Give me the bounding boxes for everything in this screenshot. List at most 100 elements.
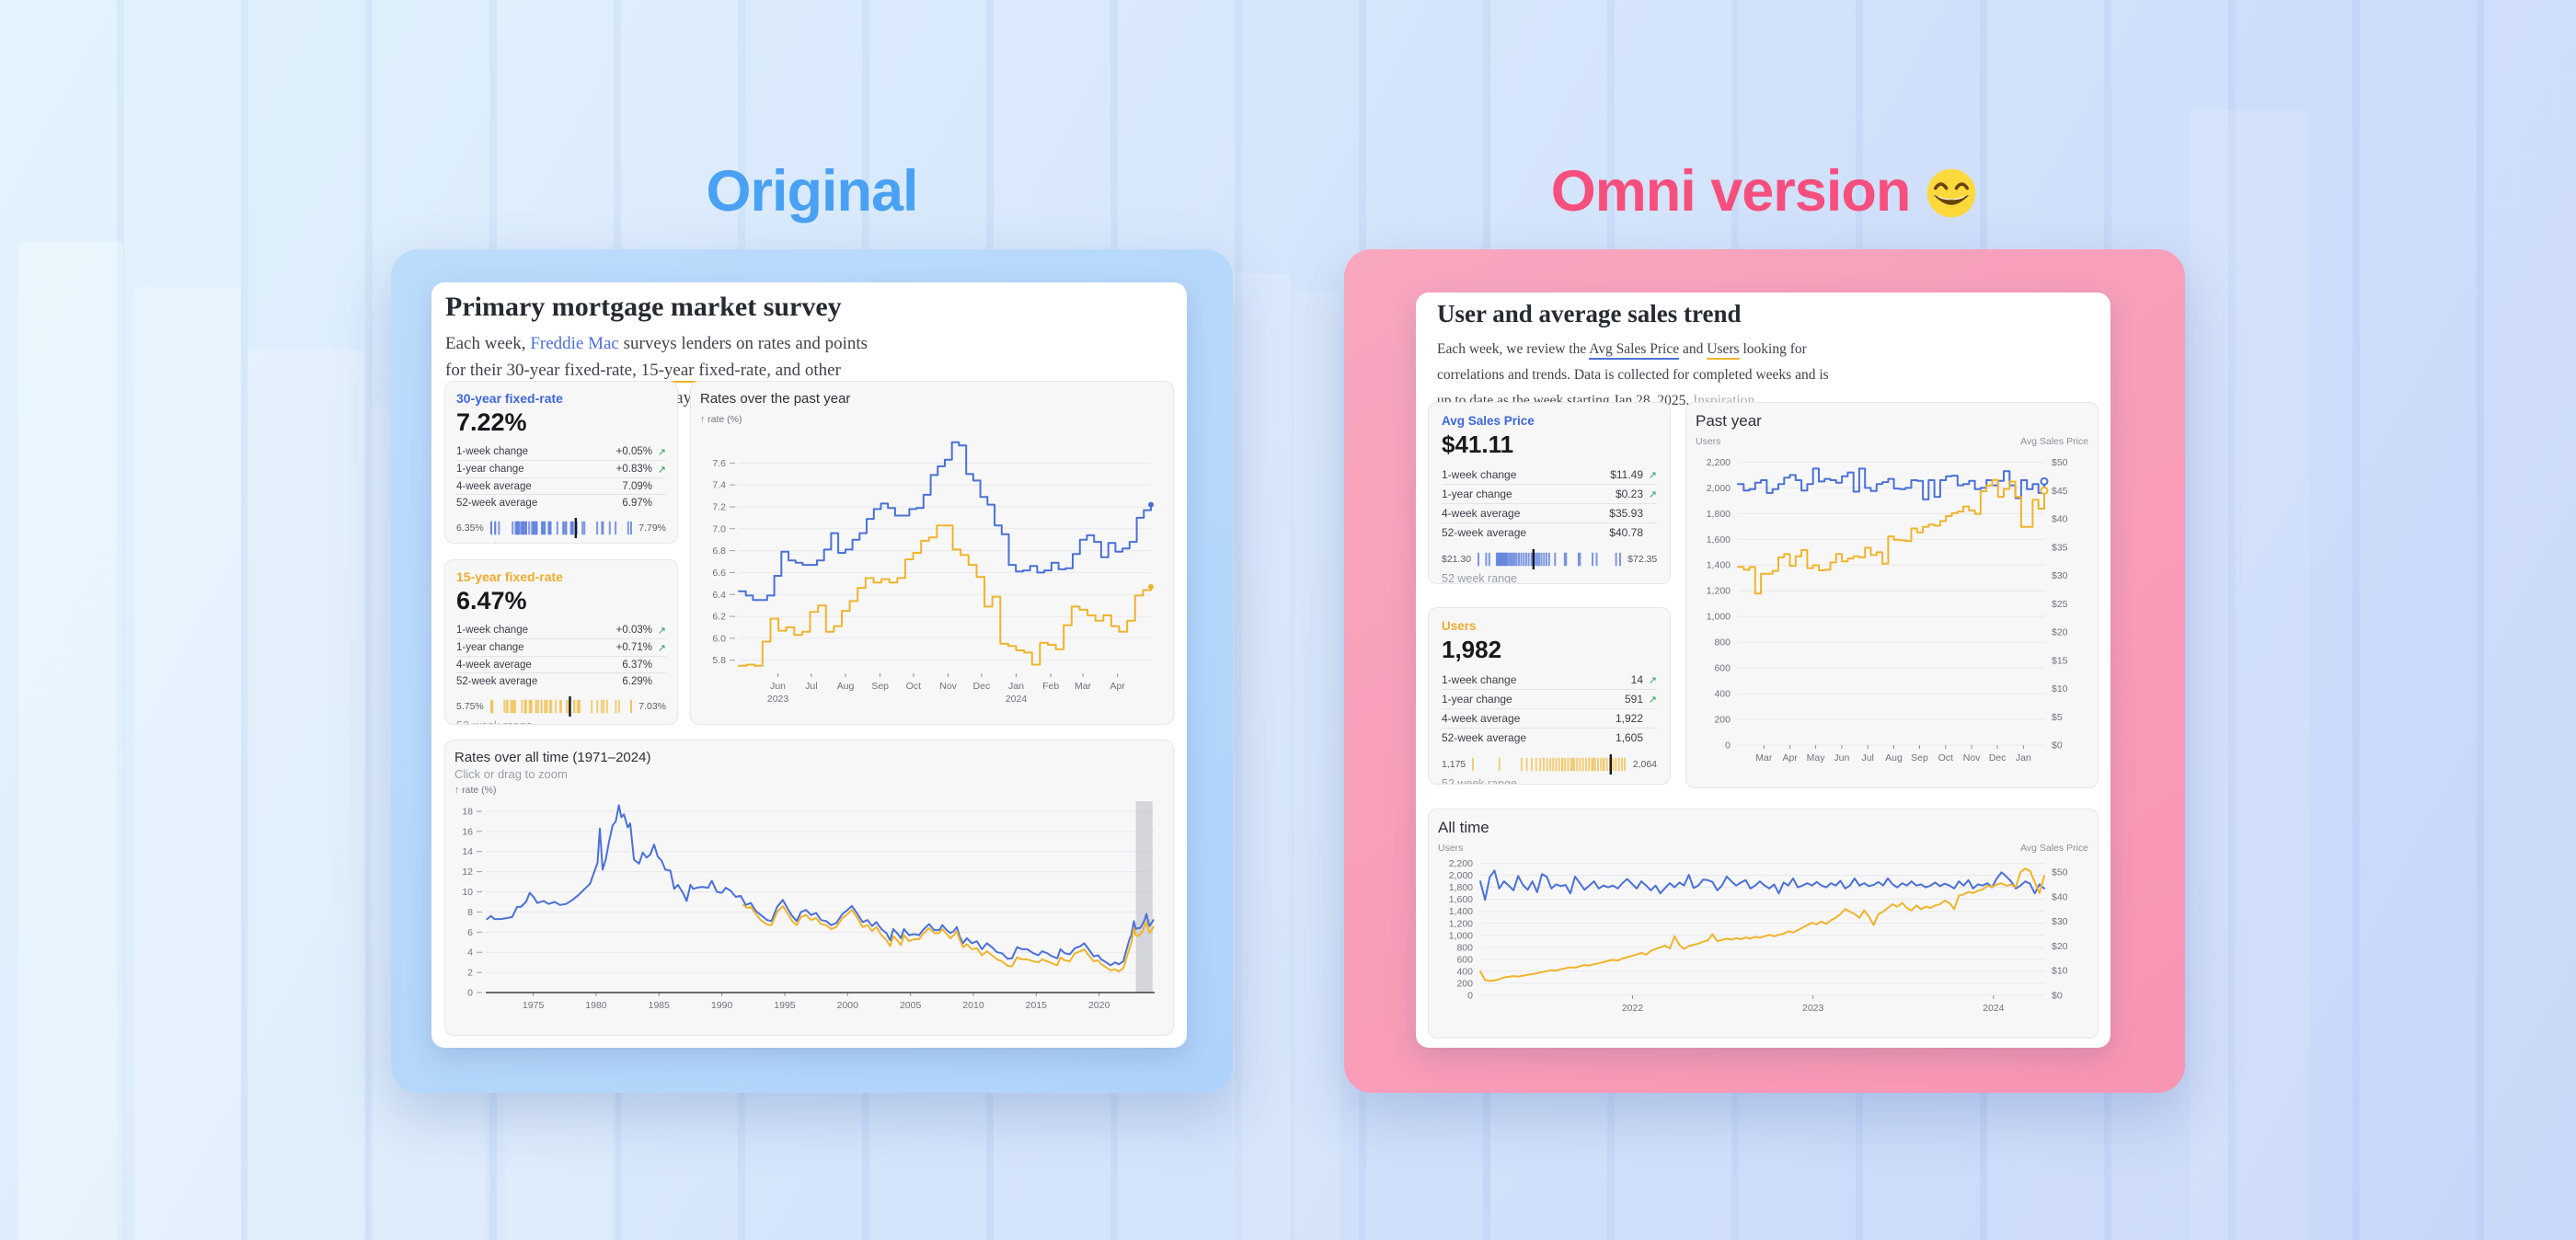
metric-value: 6.47%: [456, 587, 527, 614]
past-year-chart: 0 200 400 600 800 1,000 1,200 1,400 1,600 1,800 2,…: [1696, 447, 2088, 769]
metric-value: $41.11: [1442, 431, 1514, 458]
stat-value: 6.29%: [622, 675, 652, 687]
metric-label: Avg Sales Price: [1442, 414, 1535, 428]
range-strip-row: 6.35% 7.79%: [456, 517, 666, 539]
stat-label: 1-year change: [1442, 693, 1512, 706]
omni-frame: User and average sales trend Each week, …: [1344, 249, 2185, 1093]
stat-row: 1-year change +0.83% ↗: [456, 460, 666, 477]
past-year-rates-chart: 5.8 6.0 6.2 6.4 6.6 6.8 7.0 7.2 7.4 7.6 Jun 2023 Jul…: [700, 425, 1164, 708]
range-strip-row: 1,175 2,064: [1442, 753, 1657, 775]
all-time-rates-chart[interactable]: 0 2 4 6 8 10 12 14 16 18 1975 1980 1985 1990 1995 2000 2…: [454, 796, 1164, 1016]
svg-text:1,200: 1,200: [1449, 918, 1473, 929]
stat-row: 52-week average $40.78: [1442, 522, 1657, 542]
stat-value: 591: [1624, 693, 1643, 706]
stat-label: 1-year change: [1442, 488, 1512, 500]
trend-up-arrow-icon: ↗: [657, 625, 666, 637]
svg-text:800: 800: [1714, 637, 1731, 649]
svg-text:1980: 1980: [585, 1000, 607, 1011]
stat-label: 1-week change: [456, 625, 528, 636]
svg-text:Dec: Dec: [973, 681, 991, 692]
mortgage-dashboard: Primary mortgage market survey Each week…: [431, 282, 1187, 1048]
trend-up-arrow-icon: ↗: [1648, 488, 1657, 500]
past-year-rates-chart-card: Rates over the past year ↑ rate (%) 5.8 6…: [690, 381, 1174, 725]
svg-text:2,200: 2,200: [1707, 457, 1731, 468]
stat-value: 6.97%: [622, 497, 652, 509]
sales-dashboard: User and average sales trend Each week, …: [1416, 293, 2110, 1048]
svg-text:1,800: 1,800: [1707, 509, 1731, 520]
svg-text:$40: $40: [2052, 514, 2068, 525]
stat-value: 1,922: [1615, 712, 1643, 725]
svg-text:Jun: Jun: [1834, 752, 1849, 764]
svg-text:800: 800: [1456, 942, 1473, 953]
axis-titles: Users Avg Sales Price: [1696, 436, 2088, 447]
metric-label: Users: [1442, 619, 1477, 633]
svg-text:Aug: Aug: [837, 681, 855, 692]
svg-text:Apr: Apr: [1782, 752, 1798, 764]
svg-text:$25: $25: [2052, 599, 2068, 610]
svg-text:0: 0: [1725, 741, 1731, 752]
svg-text:6.4: 6.4: [712, 590, 726, 601]
svg-text:7.6: 7.6: [712, 458, 726, 469]
svg-text:1990: 1990: [711, 1000, 733, 1011]
svg-text:12: 12: [462, 867, 473, 878]
stat-row: 1-year change 591 ↗: [1442, 689, 1657, 708]
svg-text:400: 400: [1714, 689, 1731, 700]
stat-row: 4-week average 6.37%: [456, 656, 666, 672]
svg-text:Nov: Nov: [1963, 752, 1981, 764]
svg-text:Oct: Oct: [906, 681, 921, 692]
svg-text:Sep: Sep: [1911, 752, 1928, 764]
range-strip-chart: [489, 517, 633, 539]
range-min: 6.35%: [456, 522, 484, 534]
stat-value: 7.09%: [622, 480, 652, 492]
svg-text:$10: $10: [2052, 683, 2068, 695]
dashboard-title: Primary mortgage market survey: [445, 292, 842, 322]
svg-text:Sep: Sep: [871, 681, 889, 692]
inline-link[interactable]: Freddie Mac: [530, 334, 619, 353]
svg-text:$45: $45: [2052, 486, 2068, 497]
stat-value: $0.23: [1615, 488, 1643, 500]
svg-text:2000: 2000: [837, 1000, 859, 1011]
background-bar: [1233, 273, 1291, 1240]
svg-text:7.0: 7.0: [712, 523, 726, 534]
stat-label: 52-week average: [456, 675, 538, 687]
stat-row: 4-week average $35.93: [1442, 503, 1657, 522]
svg-text:10: 10: [462, 887, 473, 898]
stat-value: +0.05%: [615, 446, 652, 457]
svg-text:6.8: 6.8: [712, 545, 726, 557]
left-axis-title: Users: [1438, 843, 1464, 854]
original-frame: Primary mortgage market survey Each week…: [391, 249, 1233, 1093]
svg-text:Mar: Mar: [1075, 681, 1092, 692]
svg-text:1,000: 1,000: [1707, 612, 1731, 623]
stat-row: 1-week change 14 ↗: [1442, 671, 1657, 689]
svg-text:14: 14: [462, 846, 473, 857]
stat-row: 1-week change +0.05% ↗: [456, 443, 666, 460]
y-axis-label: ↑ rate (%): [700, 414, 742, 425]
metric-card-15-year: 15-year fixed-rate 6.47% 1-week change +0…: [444, 559, 678, 725]
svg-text:8: 8: [467, 907, 473, 918]
svg-text:200: 200: [1714, 715, 1731, 726]
svg-text:1,600: 1,600: [1449, 894, 1473, 905]
svg-text:2,000: 2,000: [1449, 870, 1473, 881]
svg-text:Dec: Dec: [1989, 752, 2007, 764]
svg-text:Jul: Jul: [805, 681, 817, 692]
svg-text:2023: 2023: [1802, 1003, 1824, 1014]
svg-text:$0: $0: [2052, 741, 2063, 752]
svg-text:$15: $15: [2052, 655, 2068, 666]
stat-row: 4-week average 7.09%: [456, 477, 666, 494]
omni-heading: Omni version: [1344, 158, 2185, 224]
svg-text:$50: $50: [2052, 867, 2068, 878]
stat-label: 1-year change: [456, 464, 524, 475]
stat-label: 1-week change: [1442, 468, 1517, 481]
svg-text:1985: 1985: [649, 1000, 671, 1011]
svg-text:2020: 2020: [1088, 1000, 1110, 1011]
range-min: 1,175: [1442, 759, 1466, 770]
svg-text:1,600: 1,600: [1707, 534, 1731, 545]
trend-up-arrow-icon: ↗: [657, 642, 666, 654]
highlighted-term: Avg Sales Price: [1589, 341, 1680, 360]
range-strip-row: $21.30 $72.35: [1442, 548, 1657, 570]
stat-row: 1-year change $0.23 ↗: [1442, 484, 1657, 503]
range-strip-chart: [489, 695, 633, 718]
svg-text:2015: 2015: [1026, 1000, 1048, 1011]
range-min: $21.30: [1442, 554, 1472, 565]
